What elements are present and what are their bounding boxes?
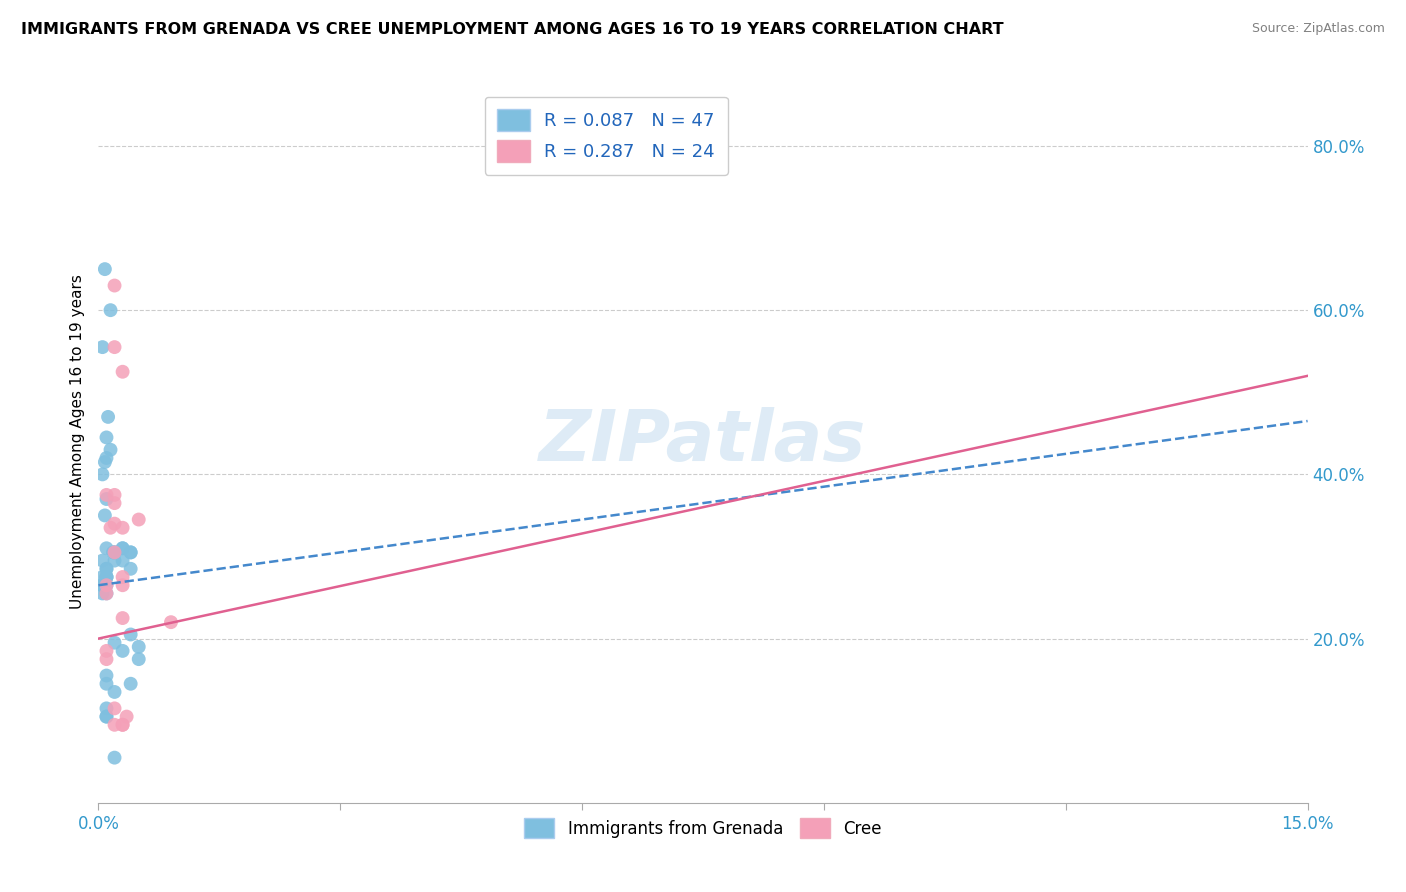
Point <box>111 365 134 379</box>
Text: IMMIGRANTS FROM GRENADA VS CREE UNEMPLOYMENT AMONG AGES 16 TO 19 YEARS CORRELATI: IMMIGRANTS FROM GRENADA VS CREE UNEMPLOY… <box>21 22 1004 37</box>
Point <box>94 455 117 469</box>
Point <box>128 652 150 666</box>
Point <box>128 640 150 654</box>
Point <box>91 340 114 354</box>
Point <box>96 586 118 600</box>
Point <box>91 578 114 592</box>
Point <box>91 586 114 600</box>
Point <box>100 442 122 457</box>
Point <box>96 709 118 723</box>
Point <box>111 521 134 535</box>
Point <box>96 578 118 592</box>
Point <box>96 677 118 691</box>
Point <box>96 491 118 506</box>
Text: ZIPatlas: ZIPatlas <box>540 407 866 476</box>
Point <box>96 450 118 465</box>
Point <box>91 570 114 584</box>
Point <box>103 718 125 732</box>
Point <box>96 562 118 576</box>
Point <box>96 652 118 666</box>
Point <box>96 709 118 723</box>
Y-axis label: Unemployment Among Ages 16 to 19 years: Unemployment Among Ages 16 to 19 years <box>69 274 84 609</box>
Point <box>111 578 134 592</box>
Point <box>111 718 134 732</box>
Point <box>91 467 114 482</box>
Point <box>100 521 122 535</box>
Point <box>103 278 125 293</box>
Point <box>111 611 134 625</box>
Point <box>97 409 120 424</box>
Point <box>111 553 134 567</box>
Point <box>96 578 118 592</box>
Point <box>103 496 125 510</box>
Point <box>91 578 114 592</box>
Point <box>103 545 125 559</box>
Point <box>91 553 114 567</box>
Point <box>96 668 118 682</box>
Point <box>96 644 118 658</box>
Text: Source: ZipAtlas.com: Source: ZipAtlas.com <box>1251 22 1385 36</box>
Point <box>96 586 118 600</box>
Point <box>111 644 134 658</box>
Point <box>101 545 124 559</box>
Point <box>100 303 122 318</box>
Point <box>120 545 142 559</box>
Point <box>103 545 125 559</box>
Point <box>96 570 118 584</box>
Point <box>103 340 125 354</box>
Point <box>120 562 142 576</box>
Point <box>120 545 142 559</box>
Point <box>96 570 118 584</box>
Point <box>103 553 125 567</box>
Legend: Immigrants from Grenada, Cree: Immigrants from Grenada, Cree <box>517 812 889 845</box>
Point <box>120 677 142 691</box>
Point <box>96 430 118 444</box>
Point <box>111 541 134 556</box>
Point <box>128 512 150 526</box>
Point <box>96 488 118 502</box>
Point <box>111 541 134 556</box>
Point <box>103 545 125 559</box>
Point <box>103 516 125 531</box>
Point <box>96 570 118 584</box>
Point <box>94 262 117 277</box>
Point <box>96 562 118 576</box>
Point <box>111 570 134 584</box>
Point <box>96 541 118 556</box>
Point <box>115 709 138 723</box>
Point <box>96 701 118 715</box>
Point <box>103 685 125 699</box>
Point <box>103 636 125 650</box>
Point <box>160 615 183 630</box>
Point <box>103 701 125 715</box>
Point <box>111 718 134 732</box>
Point <box>120 627 142 641</box>
Point <box>103 488 125 502</box>
Point <box>103 750 125 764</box>
Point <box>94 508 117 523</box>
